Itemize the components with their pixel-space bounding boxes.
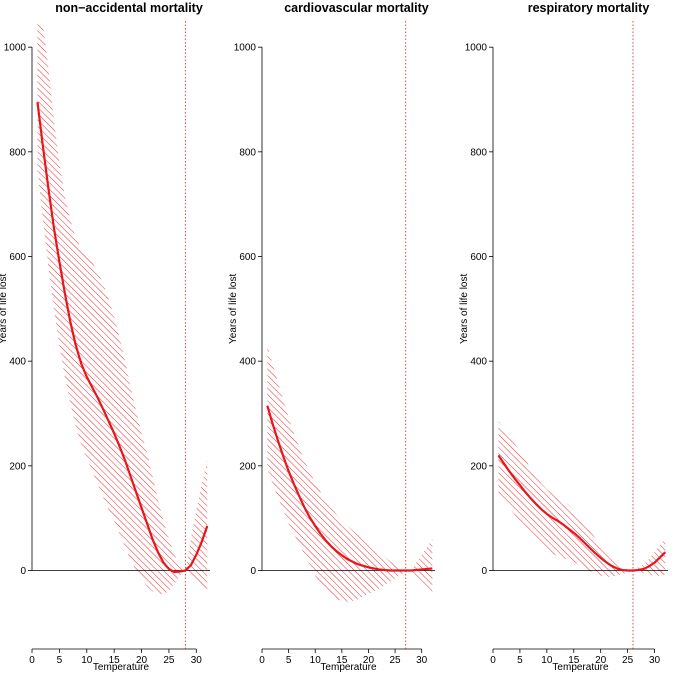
confidence-band <box>267 345 433 602</box>
x-tick-label: 20 <box>363 655 375 666</box>
series-line <box>497 454 667 572</box>
x-tick-label: 20 <box>136 655 148 666</box>
x-tick-label: 10 <box>541 655 553 666</box>
x-tick-label: 15 <box>568 655 580 666</box>
x-tick-label: 30 <box>191 655 203 666</box>
y-tick-label: 800 <box>470 147 487 158</box>
y-tick-label: 200 <box>9 461 26 472</box>
series-line <box>36 101 209 574</box>
x-axis-label: Temperature <box>93 662 150 673</box>
x-tick-label: 30 <box>649 655 661 666</box>
x-tick-label: 5 <box>517 655 523 666</box>
confidence-band <box>37 23 208 595</box>
x-tick-label: 5 <box>57 655 63 666</box>
y-tick-label: 1000 <box>465 43 488 54</box>
y-tick-label: 0 <box>481 566 487 577</box>
x-tick-label: 25 <box>163 655 175 666</box>
chart-panel-2: cardiovascular mortality0200400600800100… <box>228 1 435 673</box>
series-line <box>266 405 433 572</box>
panel-title: cardiovascular mortality <box>284 1 429 15</box>
y-axis-label: Years of life lost <box>0 274 9 344</box>
chart-panel-1: non−accidental mortality0200400600800100… <box>0 1 210 673</box>
panel-title: respiratory mortality <box>528 1 650 15</box>
x-tick-label: 30 <box>416 655 428 666</box>
x-tick-label: 15 <box>336 655 348 666</box>
y-tick-label: 400 <box>9 357 26 368</box>
x-tick-label: 15 <box>109 655 121 666</box>
x-tick-label: 10 <box>81 655 93 666</box>
x-tick-label: 0 <box>29 655 35 666</box>
x-tick-label: 25 <box>622 655 634 666</box>
y-tick-label: 600 <box>239 252 256 263</box>
y-axis-label: Years of life lost <box>459 274 470 344</box>
y-tick-label: 200 <box>470 461 487 472</box>
y-tick-label: 1000 <box>4 43 27 54</box>
x-tick-label: 25 <box>390 655 402 666</box>
chart-panel-3: respiratory mortality02004006008001000Ye… <box>459 1 668 673</box>
y-tick-label: 1000 <box>234 43 257 54</box>
x-tick-label: 0 <box>259 655 265 666</box>
confidence-band <box>498 421 666 577</box>
x-tick-label: 0 <box>490 655 496 666</box>
x-axis-label: Temperature <box>320 662 377 673</box>
x-tick-label: 20 <box>595 655 607 666</box>
y-tick-label: 0 <box>250 566 256 577</box>
x-tick-label: 5 <box>286 655 292 666</box>
y-tick-label: 800 <box>239 147 256 158</box>
y-tick-label: 600 <box>470 252 487 263</box>
y-tick-label: 200 <box>239 461 256 472</box>
panel-title: non−accidental mortality <box>55 1 203 15</box>
y-tick-label: 400 <box>239 357 256 368</box>
y-axis-label: Years of life lost <box>228 274 239 344</box>
y-tick-label: 600 <box>9 252 26 263</box>
x-tick-label: 10 <box>310 655 322 666</box>
y-tick-label: 400 <box>470 357 487 368</box>
x-axis-label: Temperature <box>552 662 609 673</box>
y-tick-label: 800 <box>9 147 26 158</box>
y-tick-label: 0 <box>20 566 26 577</box>
